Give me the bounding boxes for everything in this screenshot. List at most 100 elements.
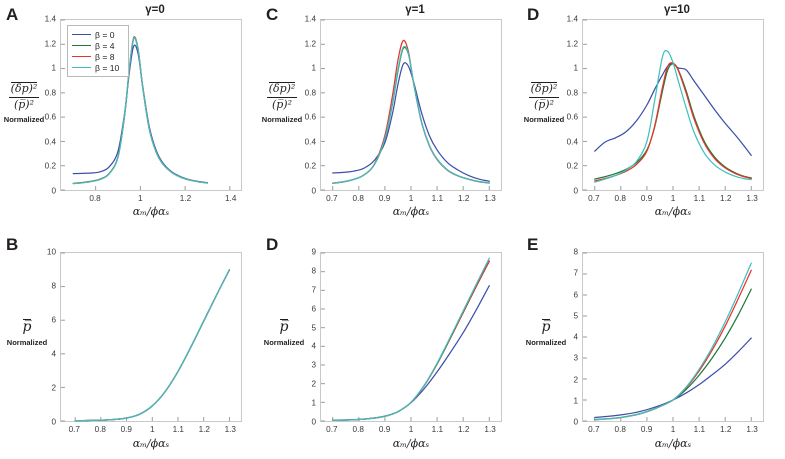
x-tick-label: 0.9: [120, 425, 132, 434]
y-tick-label: 0: [311, 417, 316, 427]
legend-swatch-line: [72, 67, 91, 68]
series-line-3: [74, 269, 231, 422]
x-tick-label: 0.9: [378, 194, 391, 203]
x-tick-label: 0.7: [326, 194, 338, 203]
y-tick-label: 1.4: [566, 14, 578, 24]
legend-item-1[interactable]: β = 4: [72, 40, 123, 51]
y-tick-label: 6: [311, 304, 316, 314]
y-label-numerator-A: (δp)²: [10, 82, 38, 95]
series-line-2: [74, 269, 231, 422]
panel-letter-E: E: [527, 235, 539, 254]
legend-item-3[interactable]: β = 10: [72, 62, 123, 73]
y-tick-label: 1: [51, 63, 56, 73]
y-tick-label: 0.2: [44, 161, 56, 171]
x-tick-label: 1.2: [458, 425, 470, 434]
x-tick-label: 1.2: [720, 425, 732, 434]
y-axis-label-E: p̅ Normalized: [518, 318, 574, 347]
y-tick-label: 0.2: [304, 161, 316, 171]
series-line-2: [332, 260, 490, 422]
y-label-normalized-B: Normalized: [6, 338, 48, 347]
series-line-2: [594, 62, 752, 182]
y-axis-label-A: (δp)² (p̅)² Normalized: [2, 82, 46, 124]
x-tick-label: 1.3: [224, 425, 236, 434]
series-line-0: [332, 62, 490, 182]
x-tick-label: 0.9: [640, 425, 653, 434]
series-line-1: [74, 269, 231, 422]
x-tick-label: 1: [670, 194, 676, 203]
y-axis-label-D-bottom: p̅ Normalized: [258, 318, 310, 347]
y-tick-label: 0.2: [566, 161, 578, 171]
series-line-0: [594, 63, 752, 157]
x-tick-label: 0.8: [614, 194, 626, 203]
x-tick-label: 1.3: [484, 194, 496, 203]
y-tick-label: 1.4: [44, 14, 56, 24]
x-tick-label: 1.1: [431, 194, 444, 203]
y-label-denominator-A: (p̅)²: [13, 97, 35, 111]
panel-title-A: γ=0: [145, 4, 165, 16]
legend-label: β = 8: [95, 51, 115, 62]
x-tick-label: 0.7: [68, 425, 80, 434]
y-tick-label: 4: [51, 349, 56, 359]
y-tick-label: 10: [46, 247, 56, 257]
legend-swatch-line: [72, 56, 91, 57]
y-tick-label: 5: [573, 311, 578, 321]
x-tick-label: 1.3: [746, 425, 758, 434]
panel-letter-D-top: D: [527, 5, 540, 24]
legend-swatch-line: [72, 45, 91, 46]
y-tick-label: 0.4: [44, 137, 56, 147]
legend-item-2[interactable]: β = 8: [72, 51, 123, 62]
x-tick-label: 1: [670, 425, 676, 434]
y-tick-label: 4: [311, 341, 316, 351]
y-tick-label: 8: [573, 247, 578, 257]
x-tick-label: 1.2: [458, 194, 470, 203]
y-tick-label: 1.4: [304, 14, 316, 24]
y-label-normalized-D-bottom: Normalized: [263, 338, 305, 347]
x-axis-label-D-top: αₘ/ϕαₛ: [654, 205, 692, 218]
legend-item-0[interactable]: β = 0: [72, 29, 123, 40]
x-tick-label: 1: [408, 194, 414, 203]
series-line-2: [594, 269, 752, 421]
plot-area-C: [320, 19, 502, 191]
x-axis-label-D-bottom: αₘ/ϕαₛ: [392, 437, 430, 450]
plot-area-E: [582, 252, 764, 422]
y-tick-label: 9: [311, 247, 316, 257]
series-line-1: [594, 63, 752, 180]
x-tick-label: 0.8: [89, 194, 101, 203]
plot-svg-D-bottom: [321, 252, 490, 422]
x-tick-label: 0.8: [352, 425, 364, 434]
series-line-3: [332, 45, 490, 184]
y-label-normalized-E: Normalized: [525, 338, 567, 347]
y-label-numerator-C: (δp)²: [268, 82, 296, 95]
y-tick-label: 0.6: [44, 112, 56, 122]
y-tick-label: 4: [573, 332, 578, 342]
y-label-normalized-A: Normalized: [3, 114, 45, 124]
y-tick-label: 1: [311, 63, 316, 73]
series-line-0: [594, 337, 752, 419]
series-line-3: [72, 36, 209, 185]
x-tick-label: 1.1: [693, 425, 706, 434]
y-tick-label: 0.6: [304, 112, 316, 122]
y-tick-label: 0.8: [44, 88, 56, 98]
y-tick-label: 0.4: [566, 137, 578, 147]
x-tick-label: 1.2: [720, 194, 732, 203]
y-tick-label: 2: [311, 379, 316, 389]
y-tick-label: 1: [573, 396, 578, 406]
x-tick-label: 0.9: [378, 425, 391, 434]
y-axis-label-C: (δp)² (p̅)² Normalized: [258, 82, 306, 124]
y-tick-label: 0: [573, 186, 578, 196]
y-tick-label: 0.4: [304, 137, 316, 147]
series-line-2: [332, 39, 490, 184]
legend-swatch-line: [72, 34, 91, 35]
series-line-3: [332, 257, 490, 422]
y-tick-label: 0.8: [566, 88, 578, 98]
y-label-normalized-D-top: Normalized: [523, 114, 565, 124]
x-axis-label-E: αₘ/ϕαₛ: [654, 437, 692, 450]
x-tick-label: 1.1: [693, 194, 706, 203]
series-line-1: [332, 260, 490, 422]
plot-svg-C: [321, 19, 490, 191]
x-tick-label: 1.4: [224, 194, 237, 203]
x-axis-label-B: αₘ/ϕαₛ: [132, 437, 170, 450]
y-tick-label: 1: [311, 398, 316, 408]
